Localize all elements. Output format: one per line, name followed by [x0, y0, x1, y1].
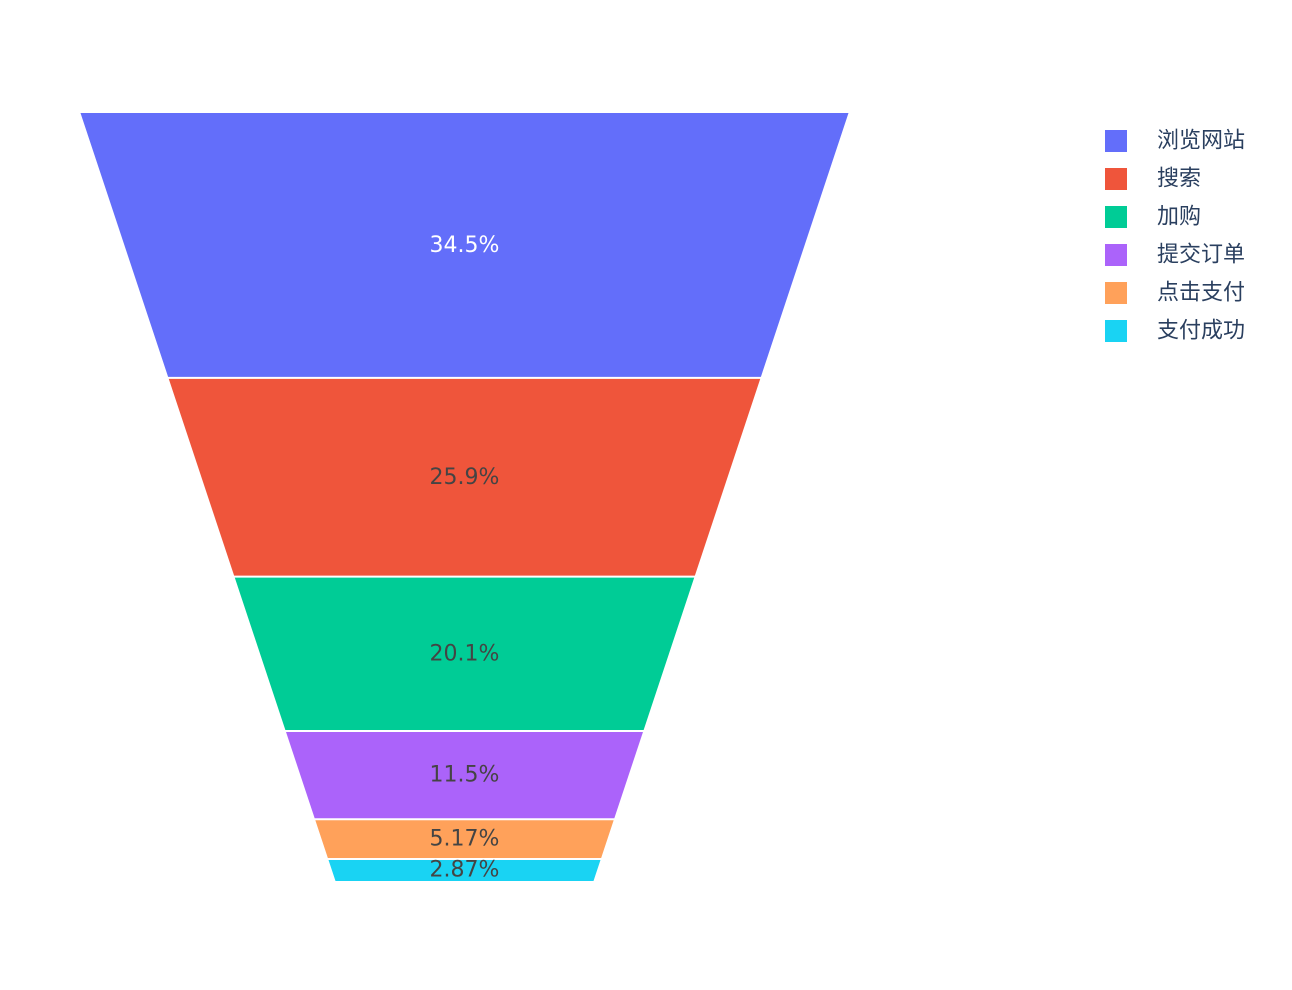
- funnel-segment-2: [168, 378, 761, 576]
- funnel-segment-4: [286, 731, 643, 819]
- funnel-label-3: 20.1%: [430, 641, 500, 666]
- legend-swatch: [1105, 168, 1127, 190]
- legend-item-3[interactable]: 加购: [1105, 205, 1201, 230]
- legend-item-6[interactable]: 支付成功: [1105, 319, 1245, 344]
- legend-item-4[interactable]: 提交订单: [1105, 243, 1245, 268]
- legend-item-1[interactable]: 浏览网站: [1105, 129, 1245, 154]
- funnel-label-4: 11.5%: [430, 763, 500, 788]
- legend-label: 提交订单: [1157, 243, 1245, 268]
- funnel-value-labels: 34.5% 25.9% 20.1% 11.5% 5.17% 2.87%: [430, 233, 500, 883]
- legend-label: 支付成功: [1157, 319, 1245, 344]
- funnel-label-1: 34.5%: [430, 233, 500, 258]
- funnel-segment-5: [315, 820, 614, 858]
- legend-swatch: [1105, 320, 1127, 342]
- legend-swatch: [1105, 206, 1127, 228]
- funnel-label-6: 2.87%: [430, 857, 500, 882]
- funnel-segment-3: [234, 577, 695, 730]
- legend-label: 点击支付: [1157, 281, 1245, 306]
- legend-item-5[interactable]: 点击支付: [1105, 281, 1245, 306]
- legend-swatch: [1105, 282, 1127, 304]
- funnel-label-5: 5.17%: [430, 827, 500, 852]
- legend-swatch: [1105, 244, 1127, 266]
- funnel-label-2: 25.9%: [430, 465, 500, 490]
- legend-label: 搜索: [1157, 167, 1201, 192]
- funnel-segment-1: [80, 113, 849, 377]
- legend-swatch: [1105, 130, 1127, 152]
- legend-label: 加购: [1157, 205, 1201, 230]
- legend-item-2[interactable]: 搜索: [1105, 167, 1201, 192]
- funnel-segment-6: [328, 859, 601, 881]
- funnel-segments: [80, 113, 849, 881]
- legend-label: 浏览网站: [1157, 129, 1245, 154]
